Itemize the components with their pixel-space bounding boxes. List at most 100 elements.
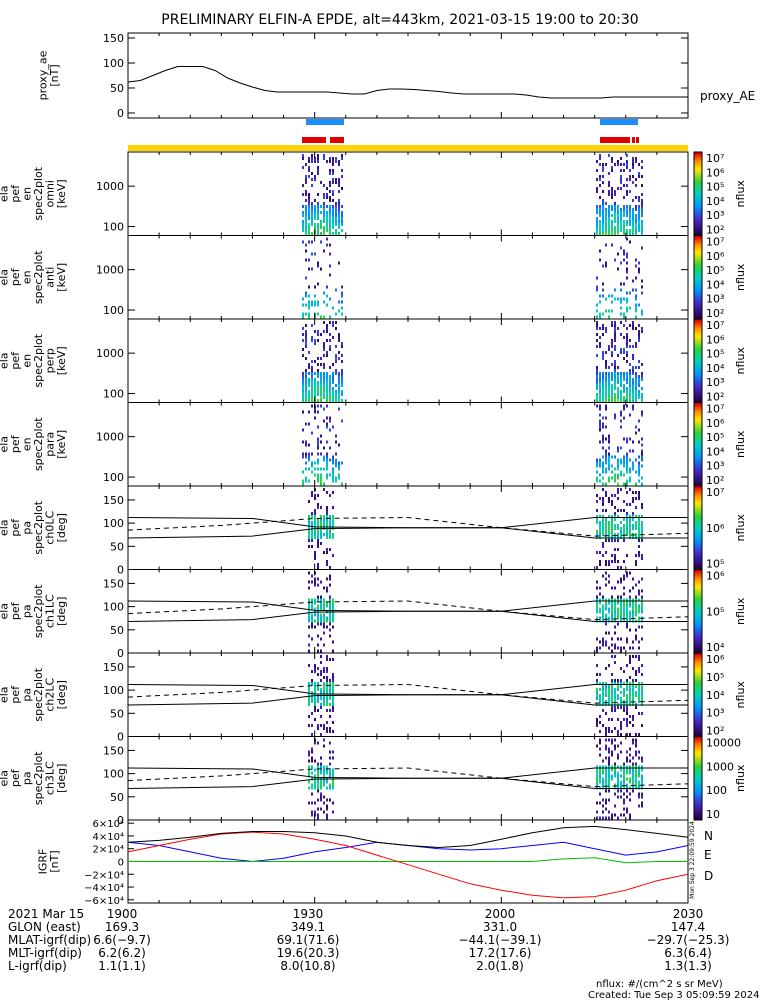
pa-cell <box>320 795 322 799</box>
y-tick-label-7-3: 150 <box>103 661 124 674</box>
pa-cell <box>617 524 619 527</box>
spec-cell <box>317 399 319 402</box>
colorbar-cell <box>694 160 702 163</box>
pa-cell <box>614 774 616 778</box>
spec-cell <box>614 258 616 262</box>
pa-cell <box>635 628 637 632</box>
pa-cell <box>641 688 643 691</box>
pa-cell <box>323 682 325 685</box>
pa-cell <box>320 807 322 811</box>
pa-cell <box>623 807 625 811</box>
spec-cell <box>626 163 628 166</box>
spec-cell <box>641 413 643 417</box>
spec-cell <box>626 333 628 336</box>
spec-cell <box>323 342 325 345</box>
spec-cell <box>608 452 610 456</box>
pa-cell <box>596 494 598 497</box>
spec-cell <box>617 220 619 223</box>
spec-cell <box>332 214 334 217</box>
ylabel-2-0: ela <box>0 269 10 286</box>
pa-cell <box>314 512 316 515</box>
pa-cell <box>629 658 631 661</box>
pa-cell <box>596 765 598 769</box>
pa-cell <box>308 700 310 703</box>
spec-cell <box>632 217 634 220</box>
spec-cell <box>326 452 328 456</box>
pa-cell <box>602 685 604 688</box>
spec-cell <box>641 330 643 333</box>
pa-cell <box>329 574 331 578</box>
spec-cell <box>323 196 325 199</box>
pa-cell <box>629 604 631 608</box>
pa-cell <box>629 518 631 521</box>
spec-cell <box>302 384 304 387</box>
colorbar-cell <box>694 293 702 297</box>
pa-cell <box>623 560 625 563</box>
pa-cell <box>611 685 613 688</box>
pa-cell <box>311 691 313 694</box>
spec-cell <box>626 336 628 339</box>
colorbar-cell <box>694 356 702 360</box>
colorbar-cell <box>694 757 702 760</box>
colorbar-cell <box>694 275 702 278</box>
ylabel-9-0: IGRF <box>36 849 49 875</box>
spec-cell <box>596 321 598 324</box>
colorbar-cell <box>694 550 702 554</box>
colorbar-cell <box>694 786 702 790</box>
spec-cell <box>632 181 634 184</box>
pa-cell <box>605 777 607 781</box>
pa-cell <box>308 786 310 790</box>
colorbar-cell <box>694 225 702 228</box>
colorbar-cell <box>694 287 702 291</box>
spec-cell <box>614 211 616 214</box>
colorbar-cell <box>694 239 702 243</box>
pa-cell <box>596 616 598 620</box>
pa-cell <box>602 595 604 599</box>
spec-cell <box>635 226 637 229</box>
spec-cell <box>632 223 634 226</box>
pa-cell <box>632 577 634 581</box>
spec-cell <box>341 285 343 289</box>
pa-cell <box>317 697 319 700</box>
pa-cell <box>308 533 310 536</box>
pa-cell <box>620 566 622 569</box>
pa-cell <box>314 580 316 584</box>
spec-cell <box>641 199 643 202</box>
spec-cell <box>596 303 598 307</box>
spec-cell <box>338 476 340 480</box>
spec-cell <box>614 205 616 208</box>
spec-cell <box>605 381 607 384</box>
spec-cell <box>596 211 598 214</box>
colorbar-cell <box>694 323 702 326</box>
spec-cell <box>335 205 337 208</box>
y-tick-label-7-0: 0 <box>117 731 124 744</box>
spec-cell <box>599 375 601 378</box>
spec-cell <box>308 229 310 232</box>
spec-cell <box>626 452 628 456</box>
colorbar-tick-7-1: 10³ <box>706 707 724 720</box>
spec-cell <box>335 214 337 217</box>
spec-cell <box>623 404 625 408</box>
pa-cell <box>608 816 610 820</box>
spec-cell <box>317 381 319 384</box>
spec-cell <box>635 390 637 393</box>
colorbar-cell <box>694 671 702 675</box>
pa-cell <box>626 694 628 697</box>
spec-cell <box>599 342 601 345</box>
spec-cell <box>596 396 598 399</box>
spec-cell <box>605 211 607 214</box>
spec-cell <box>596 458 598 462</box>
spec-cell <box>341 217 343 220</box>
pa-cell <box>641 554 643 557</box>
colorbar-tick-1-3: 10⁵ <box>706 181 724 194</box>
spec-cell <box>596 378 598 381</box>
spec-cell <box>596 205 598 208</box>
pa-cell <box>623 691 625 694</box>
spec-cell <box>620 321 622 324</box>
colorbar-tick-8-2: 1000 <box>706 760 734 773</box>
pa-cell <box>611 500 613 503</box>
pa-cell <box>326 512 328 515</box>
pa-cell <box>326 700 328 703</box>
pa-cell <box>596 816 598 820</box>
spec-cell <box>632 393 634 396</box>
